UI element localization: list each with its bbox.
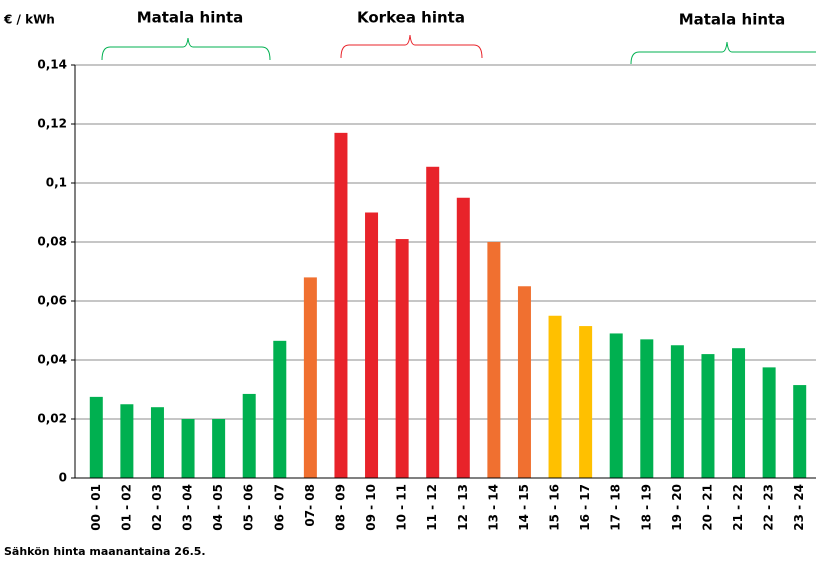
- bar: [89, 396, 103, 478]
- x-tick-label: 13 - 14: [486, 484, 500, 531]
- x-tick-label: 02 - 03: [150, 484, 164, 531]
- y-tick-label: 0,1: [46, 176, 67, 190]
- x-tick-label: 12 - 13: [456, 484, 470, 531]
- y-tick-label: 0,04: [37, 353, 67, 367]
- x-tick-label: 01 - 02: [119, 484, 133, 531]
- x-tick-label: 03 - 04: [181, 484, 195, 531]
- bar: [334, 132, 348, 478]
- bar: [548, 315, 562, 478]
- x-tick-label: 16 - 17: [578, 484, 592, 531]
- x-tick-label: 17 - 18: [609, 484, 623, 531]
- bar: [640, 339, 654, 478]
- x-tick-label: 15 - 16: [548, 484, 562, 531]
- annotation: Korkea hinta: [357, 9, 465, 27]
- x-tick-label: 22 - 23: [762, 484, 776, 531]
- bar: [242, 393, 256, 478]
- y-tick-label: 0,12: [37, 117, 67, 131]
- x-tick-label: 06 - 07: [272, 484, 286, 531]
- bar: [365, 212, 379, 478]
- bar: [487, 242, 501, 478]
- y-tick-label: 0: [59, 471, 67, 485]
- x-tick-label: 10 - 11: [395, 484, 409, 531]
- y-tick-label: 0,14: [37, 58, 67, 72]
- bar: [273, 340, 287, 478]
- x-tick-label: 19 - 20: [670, 484, 684, 531]
- x-tick-label: 11 - 12: [425, 484, 439, 531]
- y-tick-label: 0,08: [37, 235, 67, 249]
- bar: [212, 419, 226, 478]
- x-tick-label: 05 - 06: [242, 484, 256, 531]
- bar: [426, 166, 440, 478]
- bar: [150, 407, 164, 478]
- x-tick-label: 18 - 19: [639, 484, 653, 531]
- x-tick-label: 20 - 21: [700, 484, 714, 531]
- bar: [456, 197, 470, 478]
- caption: Sähkön hinta maanantaina 26.5.: [4, 545, 206, 558]
- bar: [609, 333, 623, 478]
- y-tick-label: 0,02: [37, 412, 67, 426]
- bar: [579, 326, 593, 478]
- bar: [303, 277, 317, 478]
- y-axis-label: € / kWh: [3, 13, 55, 27]
- bar: [120, 404, 134, 478]
- annotation: Matala hinta: [137, 9, 244, 27]
- bar: [732, 348, 746, 478]
- bar: [395, 239, 409, 478]
- x-tick-label: 23 - 24: [792, 484, 806, 531]
- x-tick-label: 21 - 22: [731, 484, 745, 531]
- bracket: [340, 34, 483, 59]
- x-tick-label: 00 - 01: [89, 484, 103, 531]
- bar: [701, 354, 715, 478]
- bracket: [630, 41, 816, 65]
- bar: [762, 367, 776, 478]
- x-tick-label: 08 - 09: [333, 484, 347, 531]
- x-tick-label: 09 - 10: [364, 484, 378, 531]
- x-tick-label: 04 - 05: [211, 484, 225, 531]
- bar: [670, 345, 684, 478]
- y-tick-label: 0,06: [37, 294, 67, 308]
- bracket: [101, 37, 271, 61]
- x-tick-label: 07- 08: [303, 484, 317, 527]
- bar: [517, 286, 531, 478]
- bar: [793, 385, 807, 478]
- x-tick-label: 14 - 15: [517, 484, 531, 531]
- annotation: Matala hinta: [679, 11, 786, 29]
- bar: [181, 419, 195, 478]
